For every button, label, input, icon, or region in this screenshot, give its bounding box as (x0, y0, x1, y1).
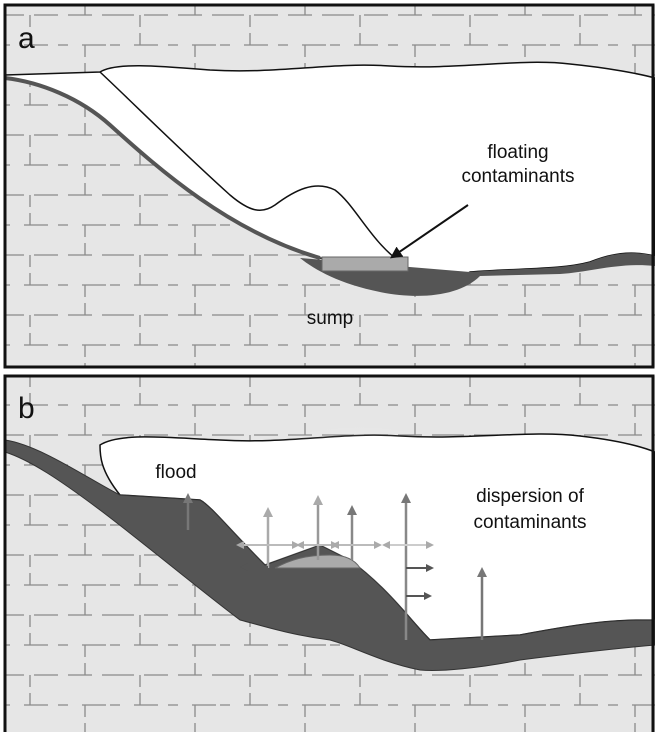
panel-a: a floating contaminants sump (3, 3, 655, 369)
annotation: sump (307, 308, 353, 329)
floating-layer (274, 554, 361, 569)
floating-layer (321, 256, 409, 272)
sump-water (300, 253, 655, 296)
annotation: floating (487, 142, 548, 163)
panel-frame (3, 3, 655, 369)
annotation: contaminants (461, 166, 574, 187)
panel-frame (3, 374, 655, 732)
floor-sediment (4, 76, 321, 260)
annotation: contaminants (473, 512, 586, 533)
panel-label: a (18, 22, 35, 55)
mound-outline (99, 71, 401, 263)
pointer-arrow (390, 204, 469, 259)
annotation: dispersion of (476, 486, 584, 507)
dispersion-arrows (183, 493, 487, 640)
panel-b: b flood dispersion of contaminants (3, 374, 655, 732)
panel-label: b (18, 392, 35, 425)
annotation: flood (155, 462, 196, 483)
